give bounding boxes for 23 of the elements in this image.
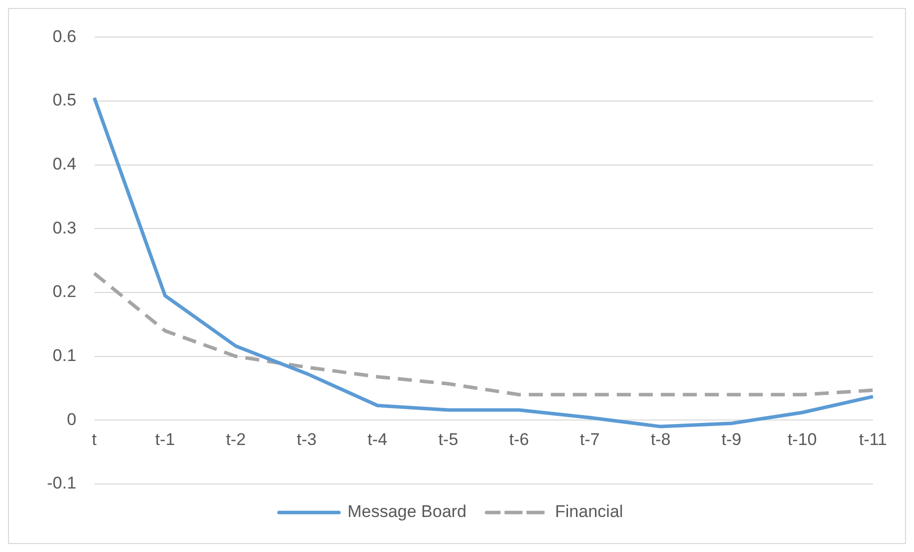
x-tick-label: t-5 (438, 430, 458, 450)
x-tick-label: t-4 (368, 430, 388, 450)
x-tick-label: t (92, 430, 97, 450)
x-tick-label: t-1 (155, 430, 176, 450)
x-tick-label: t-6 (509, 430, 529, 450)
y-tick-label: 0.2 (52, 282, 76, 302)
x-tick-label: t-9 (721, 430, 742, 450)
y-tick-label: 0 (66, 410, 76, 429)
y-tick-label: 0.4 (52, 154, 76, 174)
x-tick-label: t-3 (296, 430, 317, 450)
x-tick-label: t-7 (580, 430, 600, 450)
y-tick-label: 0.3 (52, 218, 76, 238)
x-tick-label: t-10 (788, 430, 817, 450)
x-tick-label: t-8 (650, 430, 671, 450)
y-tick-label: 0.1 (52, 346, 76, 366)
y-tick-label: -0.1 (46, 474, 76, 493)
y-tick-label: 0.6 (52, 26, 76, 46)
y-tick-label: 0.5 (52, 90, 76, 110)
legend-label: Message Board (347, 502, 467, 522)
x-tick-label: t-11 (858, 430, 888, 450)
legend-label: Financial (555, 502, 624, 522)
line-series (92, 272, 875, 396)
x-tick-label: t-2 (226, 430, 246, 450)
